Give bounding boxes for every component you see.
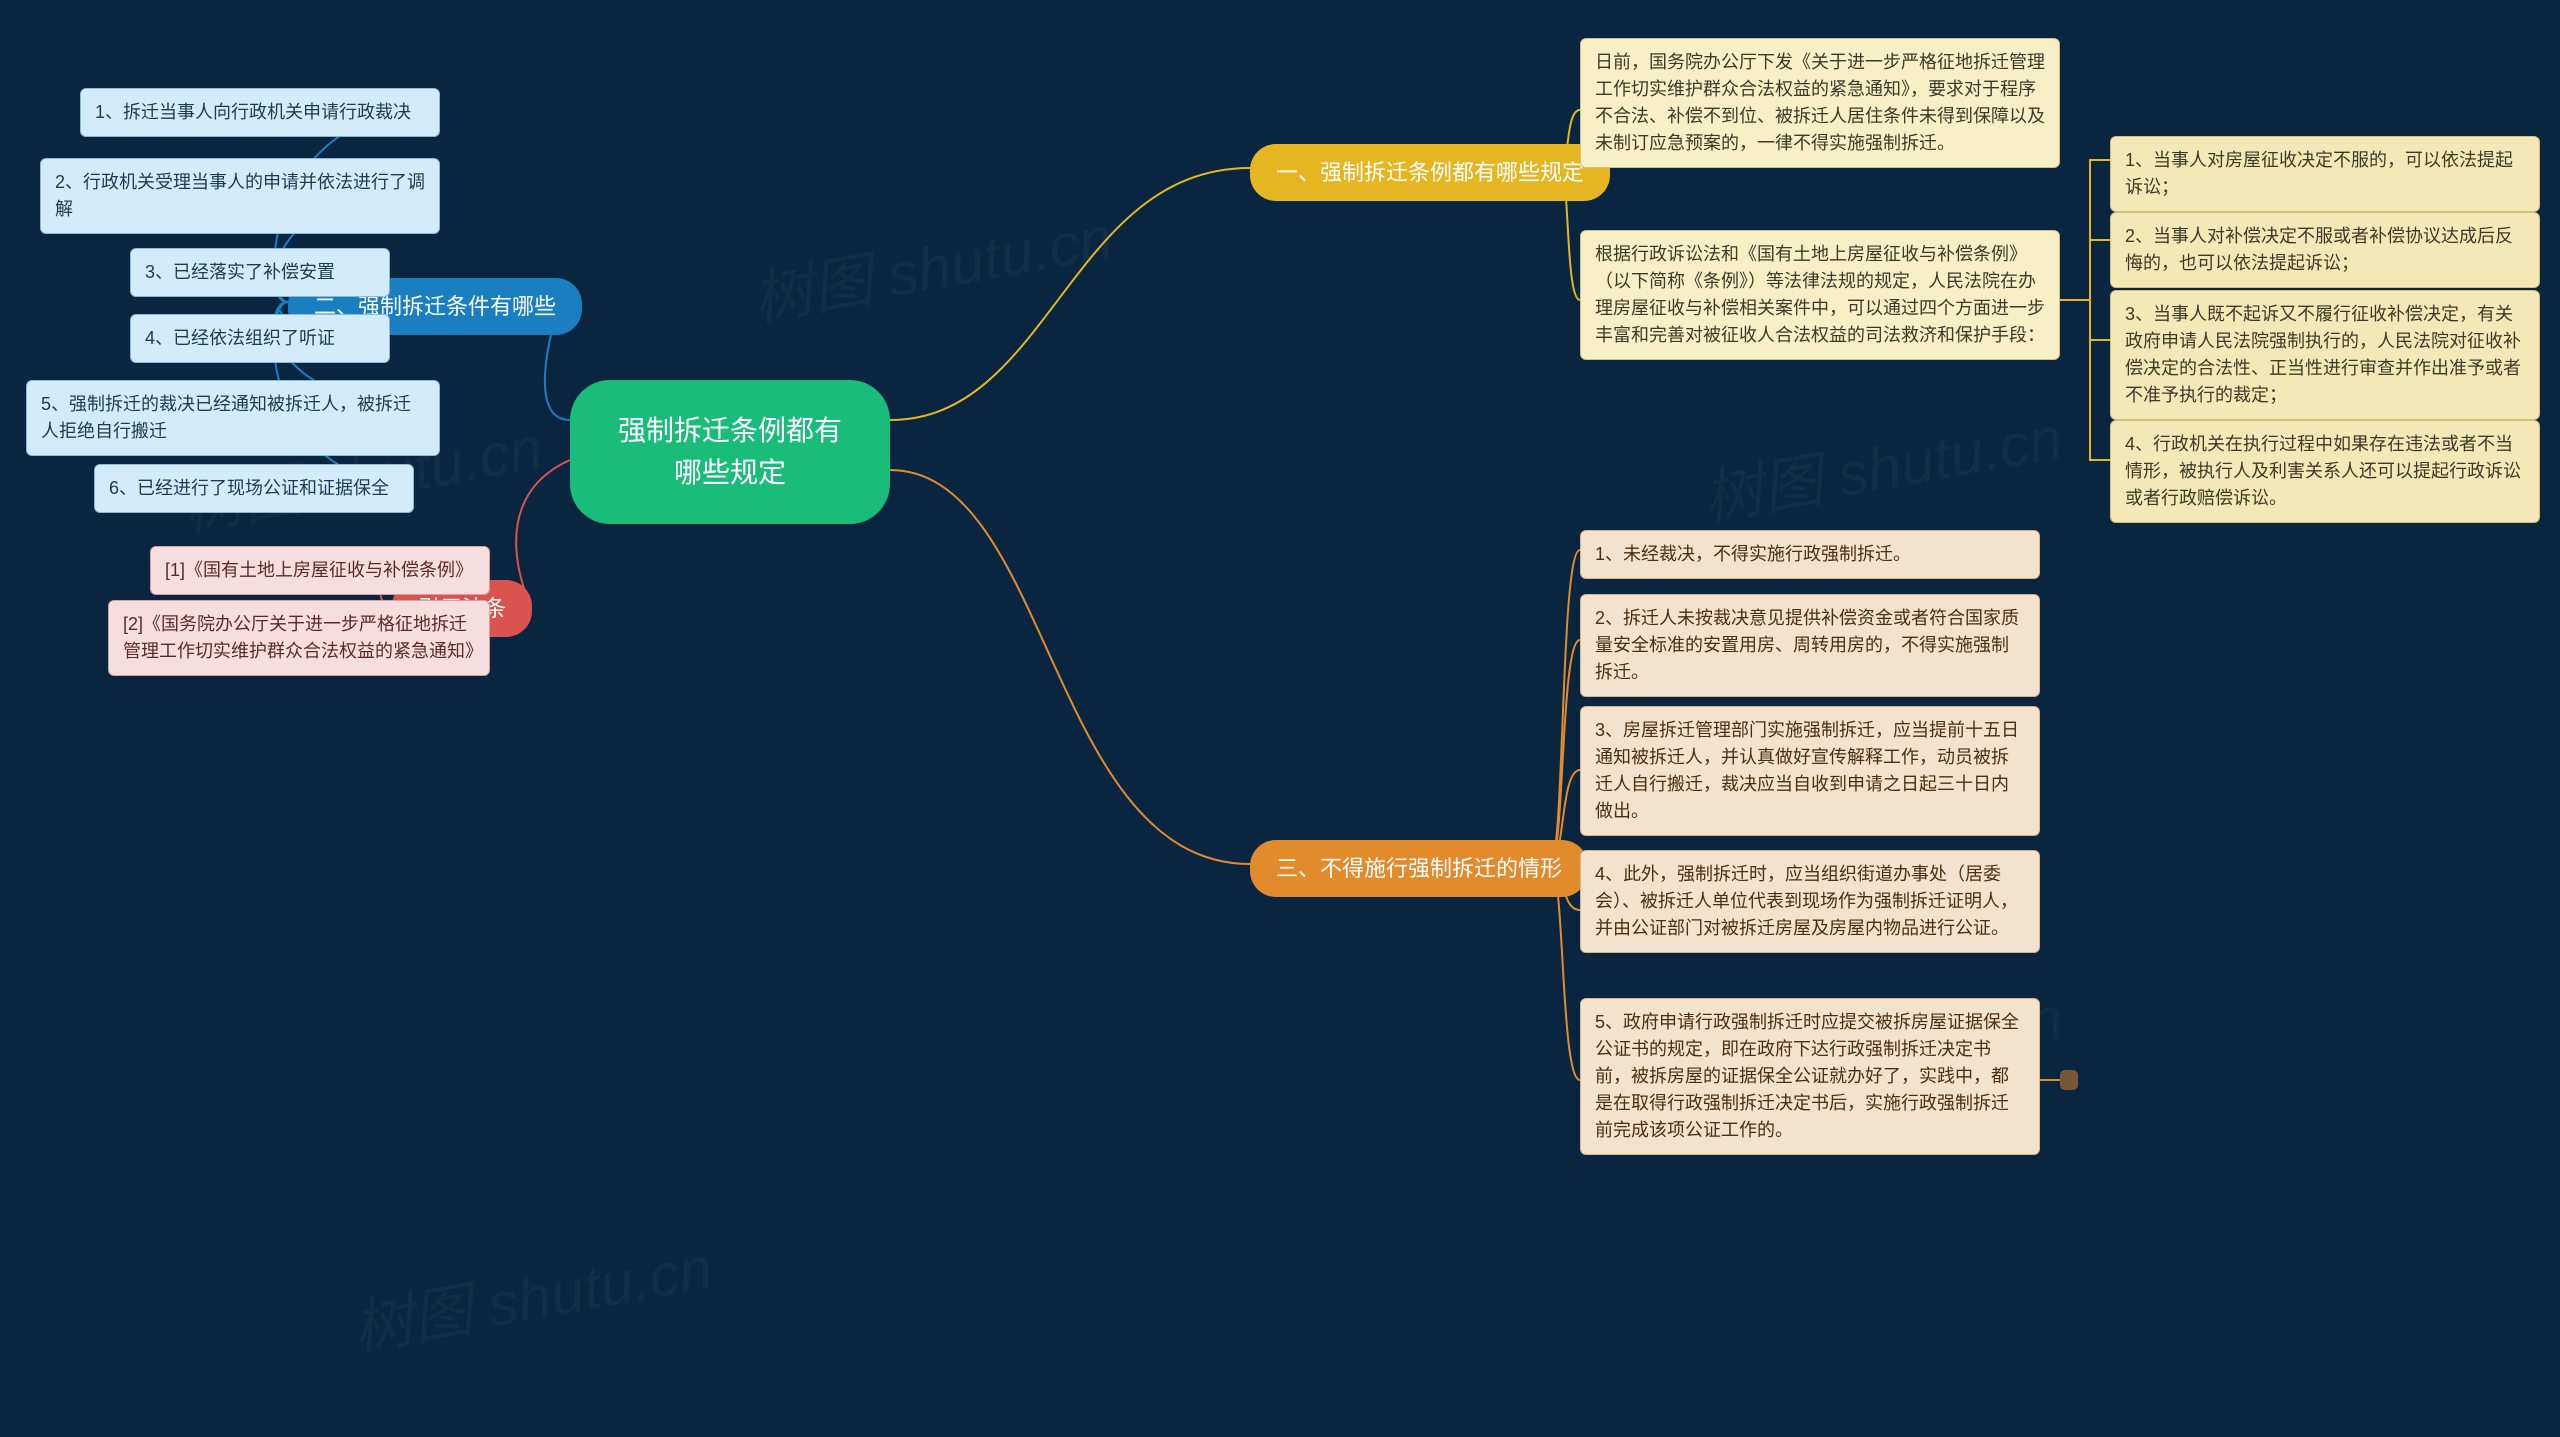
leaf-node[interactable]: 3、房屋拆迁管理部门实施强制拆迁，应当提前十五日通知被拆迁人，并认真做好宣传解释…	[1580, 706, 2040, 836]
leaf-node[interactable]: [1]《国有土地上房屋征收与补偿条例》	[150, 546, 490, 595]
leaf-node[interactable]: 2、拆迁人未按裁决意见提供补偿资金或者符合国家质量安全标准的安置用房、周转用房的…	[1580, 594, 2040, 697]
leaf-node[interactable]: 4、此外，强制拆迁时，应当组织街道办事处（居委会）、被拆迁人单位代表到现场作为强…	[1580, 850, 2040, 953]
leaf-node[interactable]: 1、未经裁决，不得实施行政强制拆迁。	[1580, 530, 2040, 579]
leaf-node[interactable]: 根据行政诉讼法和《国有土地上房屋征收与补偿条例》（以下简称《条例》）等法律法规的…	[1580, 230, 2060, 360]
watermark: 树图 shutu.cn	[1695, 389, 2068, 538]
root-node[interactable]: 强制拆迁条例都有哪些规定	[570, 380, 890, 524]
leaf-node[interactable]: 日前，国务院办公厅下发《关于进一步严格征地拆迁管理工作切实维护群众合法权益的紧急…	[1580, 38, 2060, 168]
leaf-node[interactable]: 2、行政机关受理当事人的申请并依法进行了调解	[40, 158, 440, 234]
branch-node-1[interactable]: 一、强制拆迁条例都有哪些规定	[1250, 144, 1610, 201]
leaf-node[interactable]: 4、已经依法组织了听证	[130, 314, 390, 363]
watermark: 树图 shutu.cn	[745, 189, 1118, 338]
leaf-node[interactable]: 1、当事人对房屋征收决定不服的，可以依法提起诉讼；	[2110, 136, 2540, 212]
watermark: 树图 shutu.cn	[345, 1219, 718, 1368]
leaf-node[interactable]: 5、强制拆迁的裁决已经通知被拆迁人，被拆迁人拒绝自行搬迁	[26, 380, 440, 456]
leaf-node[interactable]: 3、当事人既不起诉又不履行征收补偿决定，有关政府申请人民法院强制执行的，人民法院…	[2110, 290, 2540, 420]
leaf-node[interactable]: 2、当事人对补偿决定不服或者补偿协议达成后反悔的，也可以依法提起诉讼；	[2110, 212, 2540, 288]
leaf-node[interactable]: 4、行政机关在执行过程中如果存在违法或者不当情形，被执行人及利害关系人还可以提起…	[2110, 420, 2540, 523]
leaf-node[interactable]: 3、已经落实了补偿安置	[130, 248, 390, 297]
leaf-node[interactable]: 6、已经进行了现场公证和证据保全	[94, 464, 414, 513]
leaf-node[interactable]: 1、拆迁当事人向行政机关申请行政裁决	[80, 88, 440, 137]
branch-node-3[interactable]: 三、不得施行强制拆迁的情形	[1250, 840, 1588, 897]
leaf-node[interactable]: [2]《国务院办公厅关于进一步严格征地拆迁管理工作切实维护群众合法权益的紧急通知…	[108, 600, 490, 676]
leaf-node[interactable]: 5、政府申请行政强制拆迁时应提交被拆房屋证据保全公证书的规定，即在政府下达行政强…	[1580, 998, 2040, 1155]
